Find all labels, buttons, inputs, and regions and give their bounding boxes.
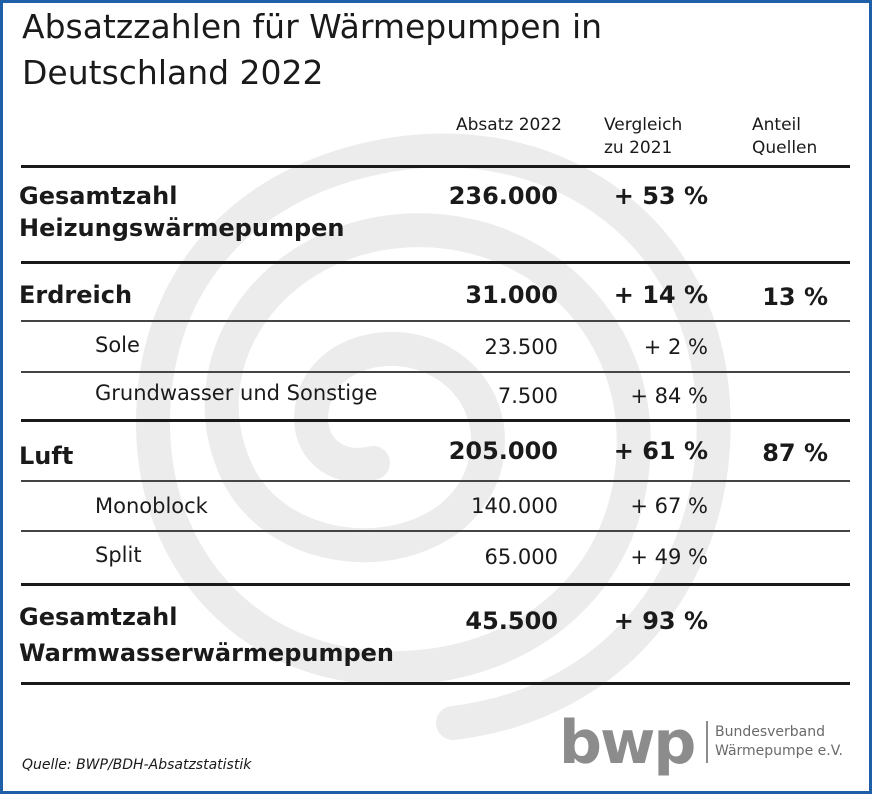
title-line-2: Deutschland 2022 (22, 53, 324, 92)
row-label-line-2: Heizungswärmepumpen (19, 214, 345, 242)
table-rule (21, 261, 850, 264)
title-line-1: Absatzzahlen für Wärmepumpen in (22, 7, 603, 46)
cell-vergleich: + 14 % (613, 281, 708, 309)
table-rule (21, 320, 850, 322)
col-header-absatz: Absatz 2022 (456, 115, 562, 135)
logo-text-line-2: Wärmepumpe e.V. (715, 743, 843, 759)
cell-absatz: 65.000 (484, 545, 558, 569)
row-label: Grundwasser und Sonstige (95, 381, 378, 405)
cell-vergleich: + 93 % (613, 607, 708, 635)
col-header-vergleich-2: zu 2021 (604, 138, 673, 158)
logo-divider (706, 721, 708, 763)
row-label-line-1: Gesamtzahl (19, 182, 178, 210)
cell-absatz: 7.500 (497, 384, 558, 408)
logo-letters: bwp (559, 708, 696, 778)
row-label: Erdreich (19, 281, 133, 309)
cell-anteil: 13 % (762, 283, 828, 311)
table-rule (21, 530, 850, 532)
cell-absatz: 140.000 (471, 494, 558, 518)
cell-vergleich: + 84 % (630, 384, 708, 408)
row-label: Monoblock (95, 494, 208, 518)
cell-anteil: 87 % (762, 439, 828, 467)
table-rule (21, 682, 850, 685)
table-rule (21, 165, 850, 168)
source-note: Quelle: BWP/BDH-Absatzstatistik (22, 757, 252, 773)
cell-vergleich: + 2 % (643, 335, 708, 359)
spiral-watermark-icon (135, 133, 731, 740)
table-rule (21, 480, 850, 482)
cell-absatz: 205.000 (448, 437, 558, 465)
cell-absatz: 236.000 (448, 182, 558, 210)
cell-vergleich: + 53 % (613, 182, 708, 210)
cell-absatz: 45.500 (465, 607, 558, 635)
row-label-line-1: Gesamtzahl (19, 603, 178, 631)
cell-vergleich: + 61 % (613, 437, 708, 465)
col-header-vergleich-1: Vergleich (604, 115, 683, 135)
logo-text-line-1: Bundesverband (715, 724, 826, 740)
cell-vergleich: + 67 % (630, 494, 708, 518)
cell-absatz: 23.500 (484, 335, 558, 359)
row-label: Luft (19, 442, 74, 470)
table-rule (21, 371, 850, 373)
col-header-anteil-1: Anteil (752, 115, 801, 135)
cell-vergleich: + 49 % (630, 545, 708, 569)
row-label: Sole (95, 333, 140, 357)
table-rule (21, 419, 850, 422)
cell-absatz: 31.000 (465, 281, 558, 309)
col-header-anteil-2: Quellen (752, 138, 818, 158)
table-rule (21, 583, 850, 586)
row-label: Split (95, 543, 142, 567)
row-label-line-2: Warmwasserwärmepumpen (19, 639, 395, 667)
